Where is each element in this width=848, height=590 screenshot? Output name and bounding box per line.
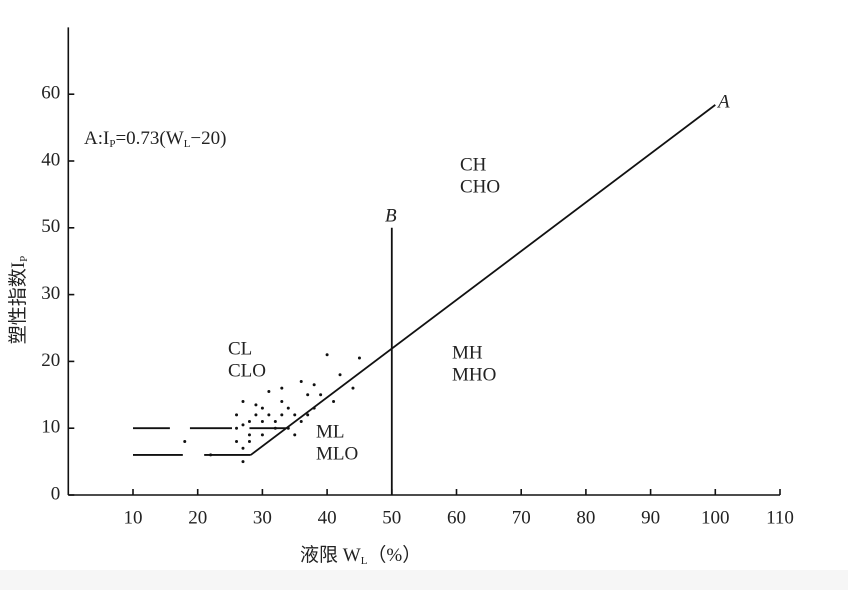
data-point — [241, 423, 245, 427]
data-point — [280, 413, 284, 417]
data-point — [280, 386, 284, 390]
data-point — [209, 453, 213, 457]
region-label: MHO — [452, 364, 496, 385]
region-label: CLO — [228, 360, 266, 381]
region-label: B — [385, 205, 397, 226]
data-point — [332, 399, 336, 403]
data-point — [260, 420, 264, 424]
data-point — [319, 393, 323, 397]
x-tick-label: 70 — [512, 507, 531, 528]
x-tick-label: 60 — [447, 507, 466, 528]
data-point — [183, 440, 187, 444]
y-tick-label: 20 — [41, 350, 60, 371]
data-point — [260, 406, 264, 410]
data-point — [241, 446, 245, 450]
equation-part: A:I — [84, 128, 109, 149]
data-point — [267, 413, 271, 417]
data-point — [273, 420, 277, 424]
y-axis-title: 塑性指数IP — [7, 256, 29, 344]
x-axis-title: 液限 WL（%） — [300, 544, 421, 566]
data-point — [241, 399, 245, 403]
y-tick-label: 0 — [51, 483, 61, 504]
region-label: ML — [316, 421, 345, 442]
y-tick-label: 60 — [41, 83, 60, 104]
equation-part: =0.73(W — [115, 128, 183, 149]
x-tick-label: 100 — [701, 507, 730, 528]
data-point — [351, 386, 355, 390]
data-point — [293, 413, 297, 417]
data-point — [280, 399, 284, 403]
data-point — [241, 460, 245, 464]
footer-band — [0, 570, 848, 590]
x-title-sub: L — [361, 555, 368, 567]
data-point — [299, 379, 303, 383]
data-point — [254, 413, 258, 417]
data-point — [247, 440, 251, 444]
data-point — [254, 403, 258, 407]
equation: A:IP=0.73(WL−20) — [84, 128, 226, 149]
data-point — [267, 389, 271, 393]
y-title-text: 塑性指数I — [7, 262, 29, 344]
data-point — [273, 426, 277, 430]
data-point — [312, 406, 316, 410]
region-label: A — [716, 91, 730, 112]
data-point — [235, 440, 239, 444]
y-title-sub: P — [18, 256, 30, 262]
region-label: CL — [228, 338, 252, 359]
y-tick-label: 10 — [41, 417, 60, 438]
y-tick-label: 30 — [41, 283, 60, 304]
data-point — [247, 433, 251, 437]
x-tick-label: 110 — [766, 507, 794, 528]
boundary-line — [250, 104, 716, 456]
equation-part: L — [184, 138, 191, 150]
data-point — [299, 420, 303, 424]
x-tick-label: 40 — [318, 507, 337, 528]
x-tick-label: 20 — [188, 507, 207, 528]
data-point — [357, 356, 361, 360]
region-label: MLO — [316, 443, 358, 464]
x-tick-label: 30 — [253, 507, 272, 528]
equation-part: P — [109, 138, 115, 150]
data-point — [306, 393, 310, 397]
data-point — [235, 413, 239, 417]
region-label: CH — [460, 154, 487, 175]
equation-part: −20) — [190, 128, 226, 149]
region-label: CHO — [460, 176, 500, 197]
data-point — [338, 373, 342, 377]
data-point — [293, 433, 297, 437]
data-point — [312, 383, 316, 387]
data-point — [306, 413, 310, 417]
y-tick-label: 50 — [41, 216, 60, 237]
x-title-unit: （%） — [367, 544, 421, 566]
region-label: MH — [452, 342, 483, 363]
data-point — [235, 426, 239, 430]
data-point — [260, 433, 264, 437]
x-title-text: 液限 W — [300, 544, 361, 566]
x-tick-label: 10 — [124, 507, 143, 528]
x-tick-label: 50 — [382, 507, 401, 528]
x-tick-label: 90 — [641, 507, 660, 528]
x-tick-label: 80 — [576, 507, 595, 528]
data-point — [325, 353, 329, 357]
data-point — [286, 406, 290, 410]
data-point — [286, 426, 290, 430]
y-tick-label: 40 — [41, 149, 60, 170]
data-point — [247, 420, 251, 424]
